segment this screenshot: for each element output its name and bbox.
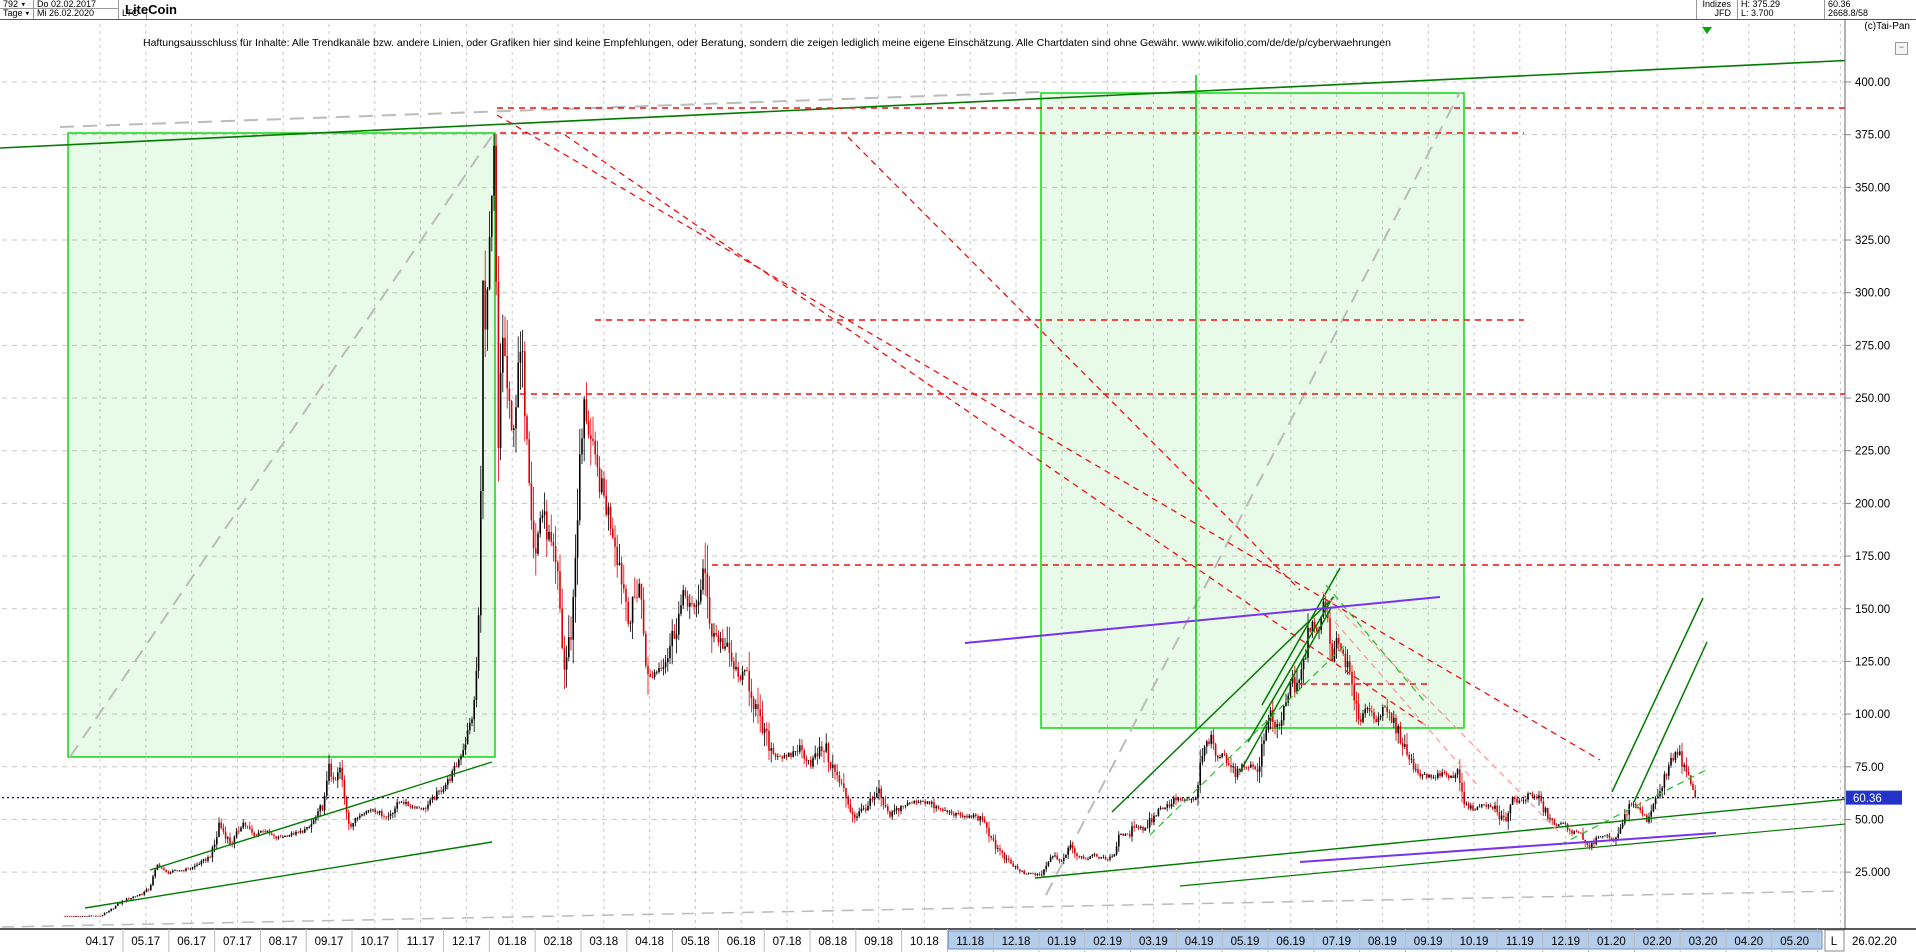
- y-axis-label: 100.00: [1855, 709, 1890, 721]
- period-dropdown[interactable]: Tage ▾: [0, 9, 34, 19]
- date-from: Do 02.02.2017: [34, 0, 119, 9]
- x-axis-label: 06.18: [727, 936, 756, 948]
- period-high: H: 375.29: [1737, 0, 1821, 9]
- x-axis-label: 11.19: [1506, 936, 1534, 948]
- x-axis-label: 08.19: [1368, 936, 1397, 948]
- x-axis-label: 04.17: [86, 936, 115, 948]
- period-low: L: 3.700: [1737, 9, 1821, 19]
- last-price-badge: 60.36: [1846, 790, 1902, 805]
- x-axis: 04.17 05.17 06.17 07.17 08.17 09.17 10.17 11.17…: [0, 928, 1916, 952]
- x-axis-label: 09.18: [864, 936, 893, 948]
- ruler-markers: [1702, 27, 1712, 34]
- y-axis-label: 175.00: [1855, 551, 1890, 563]
- x-axis-label: 10.17: [360, 936, 389, 948]
- x-axis-extra-cell: L: [1831, 936, 1838, 948]
- x-axis-label: 12.18: [1002, 936, 1031, 948]
- disclaimer-text: Haftungsausschluss für Inhalte: Alle Tre…: [143, 37, 1391, 49]
- x-axis-label: 05.20: [1780, 936, 1809, 948]
- x-axis-last-date: 26.02.20: [1852, 936, 1897, 948]
- x-axis-label: 11.18: [956, 936, 984, 948]
- x-axis-label: 04.19: [1185, 936, 1214, 948]
- x-axis-label: 08.17: [269, 936, 298, 948]
- chevron-down-icon[interactable]: ▾: [25, 9, 30, 18]
- instrument-title: LiteCoin: [125, 2, 177, 17]
- x-axis-highlight-range: [947, 930, 1823, 950]
- symbol-code: LTC: [119, 9, 147, 19]
- y-axis-label: 25.000: [1855, 867, 1890, 879]
- x-axis-label: 06.19: [1276, 936, 1305, 948]
- candles-layer: [64, 134, 1697, 918]
- date-to: Mi 26.02.2020: [34, 9, 119, 19]
- y-axis-label: 125.00: [1855, 656, 1890, 668]
- x-axis-label: 10.18: [910, 936, 939, 948]
- y-axis-label: 250.00: [1855, 393, 1890, 405]
- y-axis-label: 300.00: [1855, 288, 1890, 300]
- x-axis-label: 06.17: [177, 936, 206, 948]
- x-axis-label: 02.18: [544, 936, 573, 948]
- x-axis-label: 05.17: [131, 936, 160, 948]
- x-axis-label: 01.19: [1047, 936, 1076, 948]
- marker-triangle-icon: [1702, 27, 1712, 34]
- x-axis-label: 07.17: [223, 936, 252, 948]
- plot-background[interactable]: [0, 19, 1916, 929]
- x-axis-label: 01.20: [1597, 936, 1626, 948]
- chart-header: 792 ▾ Do 02.02.2017 Tage ▾ Mi 26.02.2020…: [0, 0, 1916, 20]
- y-axis: 400.00 375.00 350.00 325.00 300.00 275.00 250.…: [1844, 19, 1916, 929]
- y-axis-label: 200.00: [1855, 498, 1890, 510]
- x-axis-label: 01.18: [498, 936, 527, 948]
- x-axis-label: 03.18: [589, 936, 618, 948]
- y-axis-label: 75.00: [1855, 762, 1884, 774]
- gridlines: [2, 24, 1845, 929]
- x-axis-label: 02.19: [1093, 936, 1122, 948]
- y-axis-label: 400.00: [1855, 77, 1890, 89]
- minimize-icon[interactable]: −: [1895, 42, 1908, 55]
- chevron-down-icon[interactable]: ▾: [21, 0, 25, 9]
- y-axis-label: 150.00: [1855, 604, 1890, 616]
- x-axis-label: 09.17: [315, 936, 344, 948]
- x-axis-label: 11.17: [407, 936, 435, 948]
- x-axis-label: 08.18: [818, 936, 847, 948]
- y-axis-label: 225.00: [1855, 446, 1890, 458]
- x-axis-label: 02.20: [1643, 936, 1672, 948]
- background-trendlines: [1, 91, 1841, 928]
- y-axis-label: 325.00: [1855, 235, 1890, 247]
- y-axis-label: 375.00: [1855, 130, 1890, 142]
- x-axis-label: 12.17: [452, 936, 481, 948]
- x-axis-label: 09.19: [1414, 936, 1443, 948]
- y-axis-label: 350.00: [1855, 182, 1890, 194]
- copyright-label: (c)Tai-Pan: [1864, 21, 1910, 32]
- x-axis-label: 03.20: [1689, 936, 1718, 948]
- x-axis-label: 03.19: [1139, 936, 1168, 948]
- x-axis-label: 07.18: [773, 936, 802, 948]
- svg-text:60.36: 60.36: [1853, 793, 1882, 805]
- datasource-1: Indizes: [1696, 0, 1734, 9]
- annotation-lines: [0, 59, 1911, 909]
- x-axis-label: 05.18: [681, 936, 710, 948]
- x-axis-label: 10.19: [1460, 936, 1489, 948]
- last-price-header: 60.36: [1824, 0, 1914, 9]
- y-axis-label: 275.00: [1855, 340, 1890, 352]
- y-axis-label: 50.00: [1855, 814, 1884, 826]
- x-axis-label: 07.19: [1322, 936, 1351, 948]
- x-axis-label: 05.19: [1231, 936, 1260, 948]
- x-axis-label: 04.20: [1734, 936, 1763, 948]
- x-axis-label: 04.18: [635, 936, 664, 948]
- datasource-2: JFD: [1696, 9, 1734, 19]
- bars-count-dropdown[interactable]: 792 ▾: [0, 0, 34, 9]
- x-axis-label: 12.19: [1551, 936, 1580, 948]
- ratio-value: 2668.8/58: [1824, 9, 1914, 19]
